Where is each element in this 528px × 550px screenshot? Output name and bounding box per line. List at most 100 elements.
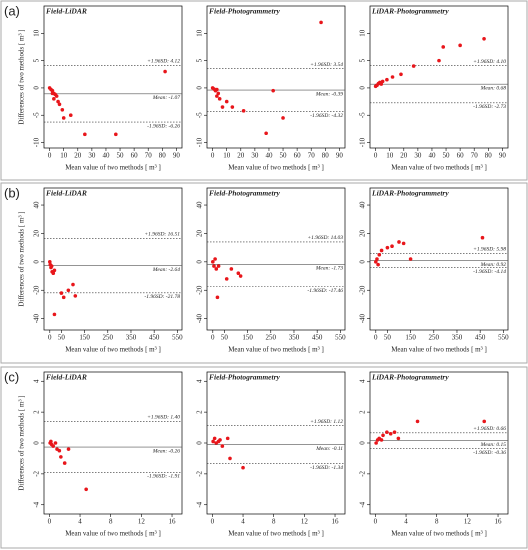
point: [379, 82, 384, 86]
row-frame: [0, 366, 528, 549]
y-tick-label: -5: [33, 112, 41, 118]
reference-label: Mean: -1.07: [152, 95, 180, 101]
reference-label: +1.96SD: 1.40: [147, 414, 180, 421]
y-tick-label: 0: [196, 86, 204, 90]
x-tick-label: 450: [149, 334, 160, 342]
x-tick-label: 350: [126, 334, 137, 342]
reference-label: -1.96SD: -4.14: [473, 268, 506, 275]
y-tick-label: -10: [196, 137, 204, 147]
point: [213, 257, 217, 261]
x-tick-label: 0: [211, 518, 215, 526]
point: [392, 430, 397, 434]
x-axis-label: Mean value of two methods [ m³ ]: [391, 530, 487, 538]
point: [396, 436, 401, 441]
x-axis-label: Mean value of two methods [ m³ ]: [228, 530, 324, 538]
y-axis-label: Differences of two methods [ m³ ]: [18, 29, 26, 124]
x-tick-label: 450: [312, 334, 323, 342]
x-axis-label: Mean value of two methods [ m³ ]: [228, 164, 324, 172]
y-tick-label: 10: [196, 29, 204, 37]
point: [215, 94, 219, 98]
point: [212, 436, 217, 441]
x-tick-label: 12: [138, 518, 146, 526]
panel-title: LiDAR-Photogrammetry: [371, 373, 449, 382]
x-tick-label: 40: [102, 152, 110, 160]
x-tick-label: 0: [374, 518, 378, 526]
point: [61, 295, 66, 300]
y-tick-label: -10: [33, 137, 41, 147]
x-tick-label: 50: [221, 334, 229, 342]
reference-label: +1.96SD: 0.66: [473, 426, 506, 432]
x-tick-label: 50: [443, 152, 451, 160]
plot-frame: [206, 5, 346, 149]
x-tick-label: 20: [400, 152, 408, 160]
y-tick-label: 4: [33, 379, 41, 383]
panel-title: Field-Photogrammetry: [209, 189, 281, 198]
plot-frame: [369, 5, 509, 149]
y-tick-label: 20: [33, 229, 41, 237]
y-tick-label: 0: [359, 441, 367, 445]
x-tick-label: 16: [332, 518, 340, 526]
y-tick-label: 40: [359, 201, 367, 209]
point: [56, 99, 60, 104]
reference-label: -1.96SD: -1.34: [310, 464, 343, 471]
point: [482, 36, 486, 41]
x-tick-label: 16: [169, 518, 177, 526]
y-tick-label: -4: [359, 501, 367, 507]
y-tick-label: 0: [33, 86, 41, 90]
x-tick-label: 4: [404, 518, 408, 526]
row-label: (b): [4, 185, 20, 200]
reference-label: Mean: -0.11: [315, 446, 343, 452]
point: [385, 77, 389, 82]
y-tick-label: 4: [196, 379, 204, 383]
point: [71, 282, 75, 287]
row-frame: [0, 0, 528, 181]
x-tick-label: 70: [145, 152, 153, 160]
point: [241, 109, 246, 113]
point: [480, 235, 485, 240]
y-tick-label: -4: [196, 501, 204, 507]
y-tick-label: -5: [359, 112, 367, 118]
x-tick-label: 550: [498, 334, 509, 342]
point: [68, 113, 73, 118]
y-axis-label: Differences of two methods [ m³ ]: [18, 395, 26, 490]
x-axis-label: Mean value of two methods [ m³ ]: [391, 164, 487, 172]
reference-label: +1.96SD: 1.12: [310, 419, 343, 425]
point: [114, 132, 118, 137]
x-tick-label: 60: [457, 152, 465, 160]
x-tick-label: 80: [485, 152, 493, 160]
y-tick-label: -40: [359, 313, 367, 323]
point: [215, 295, 220, 300]
x-tick-label: 10: [223, 152, 231, 160]
x-tick-label: 90: [499, 152, 507, 160]
point: [66, 447, 71, 451]
reference-label: +1.96SD: 16.51: [144, 232, 180, 238]
y-tick-label: -40: [33, 313, 41, 323]
x-tick-label: 0: [211, 334, 215, 342]
point: [241, 465, 245, 470]
row-label: (c): [4, 369, 19, 384]
plot-frame: [43, 371, 183, 515]
row-label: (a): [4, 3, 20, 18]
x-tick-label: 60: [131, 152, 139, 160]
point: [437, 58, 441, 63]
y-tick-label: 10: [33, 29, 41, 37]
point: [52, 312, 57, 317]
x-tick-label: 450: [475, 334, 486, 342]
point: [441, 45, 446, 49]
y-tick-label: 40: [33, 201, 41, 209]
point: [377, 252, 382, 257]
point: [218, 438, 222, 442]
point: [57, 448, 62, 453]
point: [401, 241, 406, 246]
x-tick-label: 50: [280, 152, 288, 160]
y-tick-label: 10: [359, 29, 367, 37]
point: [482, 419, 487, 424]
point: [54, 94, 59, 98]
point: [212, 264, 216, 268]
point: [211, 439, 215, 444]
x-tick-label: 150: [242, 334, 253, 342]
y-tick-label: 0: [33, 260, 41, 264]
point: [216, 91, 221, 96]
reference-label: +1.96SD: 4.12: [147, 58, 180, 65]
